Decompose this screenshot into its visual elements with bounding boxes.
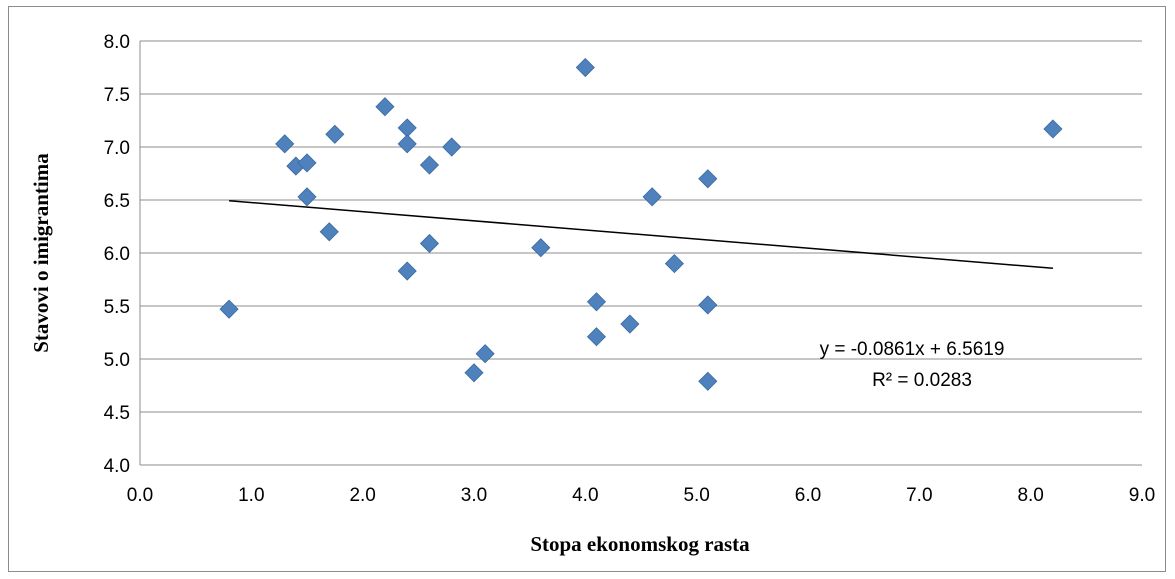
x-tick-label: 2.0 bbox=[349, 485, 375, 506]
x-tick-label: 5.0 bbox=[683, 485, 709, 506]
x-axis-title: Stopa ekonomskog rasta bbox=[530, 532, 750, 556]
data-point bbox=[297, 153, 317, 173]
data-point bbox=[475, 344, 495, 364]
data-point bbox=[664, 254, 684, 274]
data-point bbox=[586, 327, 607, 347]
data-point bbox=[325, 124, 345, 144]
data-point bbox=[642, 187, 662, 207]
y-tick-label: 7.0 bbox=[104, 138, 130, 159]
y-tick-label: 7.5 bbox=[104, 85, 130, 106]
data-point bbox=[1043, 119, 1063, 139]
x-tick-label: 6.0 bbox=[795, 485, 821, 506]
x-tick-label: 9.0 bbox=[1129, 485, 1155, 506]
data-points bbox=[219, 57, 1063, 391]
y-axis-title: Stavovi o imigrantima bbox=[29, 153, 53, 353]
data-point bbox=[698, 295, 718, 315]
data-point bbox=[397, 134, 417, 154]
data-point bbox=[397, 118, 417, 138]
data-point bbox=[375, 97, 395, 117]
data-point bbox=[319, 222, 339, 242]
data-point bbox=[419, 155, 440, 175]
r-squared-label: R² = 0.0283 bbox=[872, 370, 972, 391]
trendline-equation: y = -0.0861x + 6.5619 bbox=[820, 339, 1005, 360]
data-point bbox=[397, 261, 417, 281]
chart-frame bbox=[8, 6, 1166, 572]
y-tick-label: 4.0 bbox=[104, 456, 130, 477]
data-point bbox=[442, 137, 462, 157]
trendline bbox=[229, 199, 1053, 270]
y-tick-labels: 4.0 4.5 5.0 5.5 6.0 6.5 7.0 7.5 8.0 bbox=[104, 32, 130, 477]
data-point bbox=[698, 169, 718, 189]
y-tick-label: 4.5 bbox=[104, 403, 130, 424]
x-tick-label: 3.0 bbox=[461, 485, 487, 506]
data-point bbox=[698, 371, 718, 391]
y-tick-label: 5.5 bbox=[104, 297, 130, 318]
data-point bbox=[464, 363, 484, 383]
y-tick-label: 6.5 bbox=[104, 191, 130, 212]
x-tick-label: 1.0 bbox=[238, 485, 264, 506]
y-tick-label: 6.0 bbox=[104, 244, 130, 265]
data-point bbox=[419, 233, 440, 254]
data-point bbox=[586, 292, 607, 312]
y-tick-label: 5.0 bbox=[104, 350, 130, 371]
data-point bbox=[297, 187, 317, 207]
x-tick-labels: 0.0 1.0 2.0 3.0 4.0 5.0 6.0 7.0 8.0 9.0 bbox=[127, 485, 1155, 506]
data-point bbox=[275, 134, 295, 154]
x-tick-label: 4.0 bbox=[572, 485, 598, 506]
x-tick-label: 8.0 bbox=[1017, 485, 1043, 506]
x-tick-label: 7.0 bbox=[906, 485, 932, 506]
data-point bbox=[531, 238, 551, 258]
data-point bbox=[620, 314, 640, 334]
y-tick-label: 8.0 bbox=[104, 32, 130, 53]
x-tick-label: 0.0 bbox=[127, 485, 153, 506]
data-point bbox=[219, 299, 239, 319]
gridlines bbox=[139, 40, 1142, 466]
data-point bbox=[575, 57, 595, 78]
